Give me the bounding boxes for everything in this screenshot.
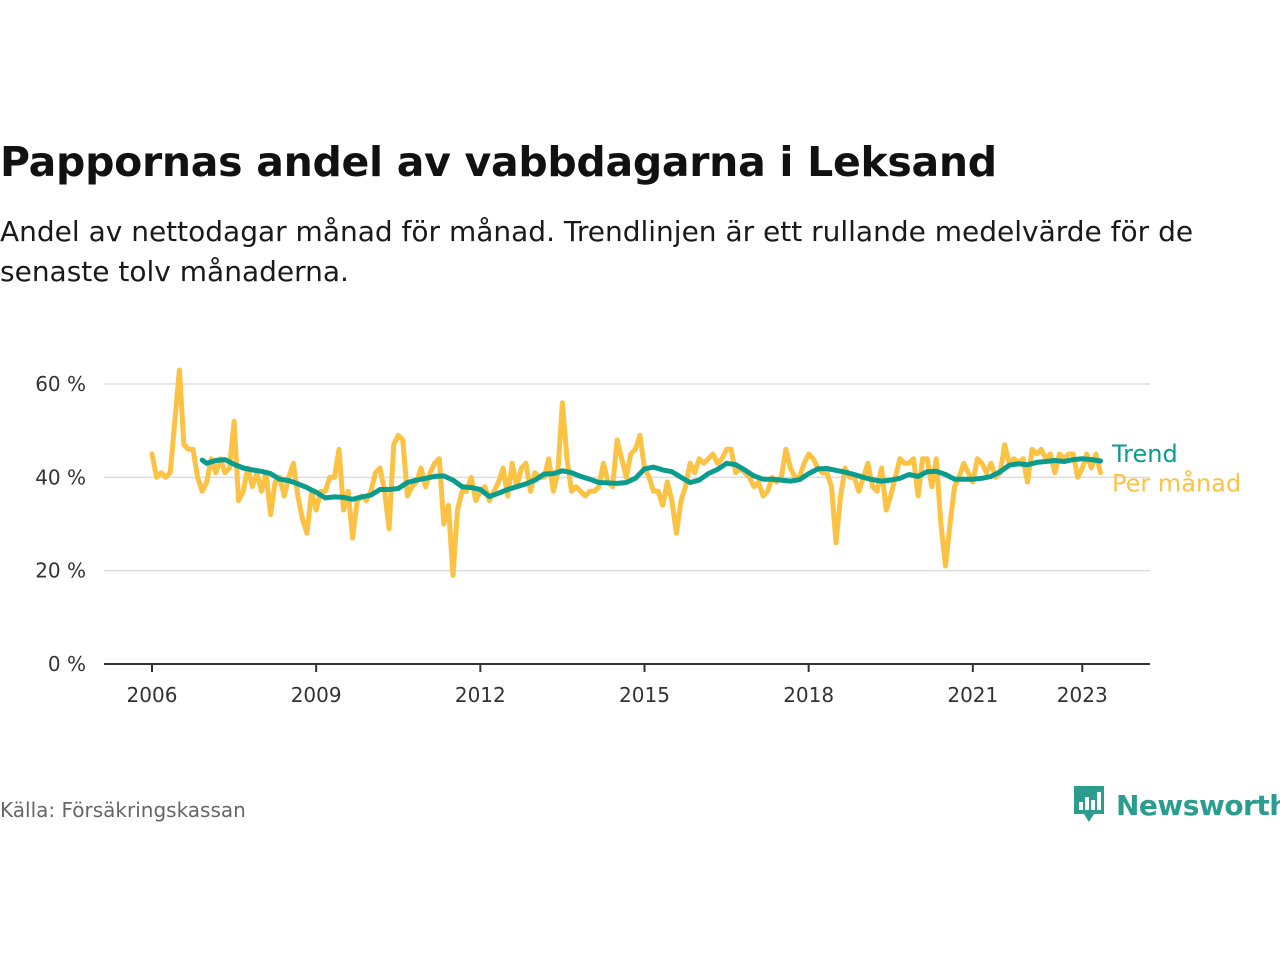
series-line-monthly bbox=[149, 367, 1103, 578]
line-chart: 0 % 20 % 40 % 60 % 2006 2009 2012 2015 2018 2021… bbox=[35, 367, 1241, 707]
y-axis-tick-labels: 0 % 20 % 40 % 60 % bbox=[35, 372, 86, 676]
x-tick-label: 2023 bbox=[1057, 683, 1108, 707]
y-tick-label: 20 % bbox=[35, 559, 86, 583]
chart-subtitle: Andel av nettodagar månad för månad. Tre… bbox=[0, 215, 1194, 288]
brand-logo: Newsworthy bbox=[1072, 784, 1280, 826]
series-label-trend: Trend bbox=[1111, 440, 1178, 468]
x-tick-label: 2012 bbox=[455, 683, 506, 707]
x-tick-label: 2015 bbox=[619, 683, 670, 707]
series-lines bbox=[149, 367, 1103, 578]
chart-title: Pappornas andel av vabbdagarna i Leksand bbox=[0, 138, 997, 186]
x-tick-label: 2006 bbox=[127, 683, 178, 707]
y-tick-label: 0 % bbox=[48, 652, 86, 676]
source-credit: Källa: Försäkringskassan bbox=[0, 798, 246, 822]
series-line-trend bbox=[199, 456, 1103, 502]
brand-name: Newsworthy bbox=[1116, 788, 1280, 822]
x-tick-label: 2018 bbox=[783, 683, 834, 707]
y-tick-label: 40 % bbox=[35, 465, 86, 489]
x-axis: 2006 2009 2012 2015 2018 2021 2023 bbox=[104, 663, 1150, 707]
series-label-monthly: Per månad bbox=[1112, 469, 1241, 498]
newsworthy-logo-icon bbox=[1074, 786, 1104, 822]
y-tick-label: 60 % bbox=[35, 372, 86, 396]
x-tick-label: 2021 bbox=[947, 683, 998, 707]
x-tick-label: 2009 bbox=[291, 683, 342, 707]
